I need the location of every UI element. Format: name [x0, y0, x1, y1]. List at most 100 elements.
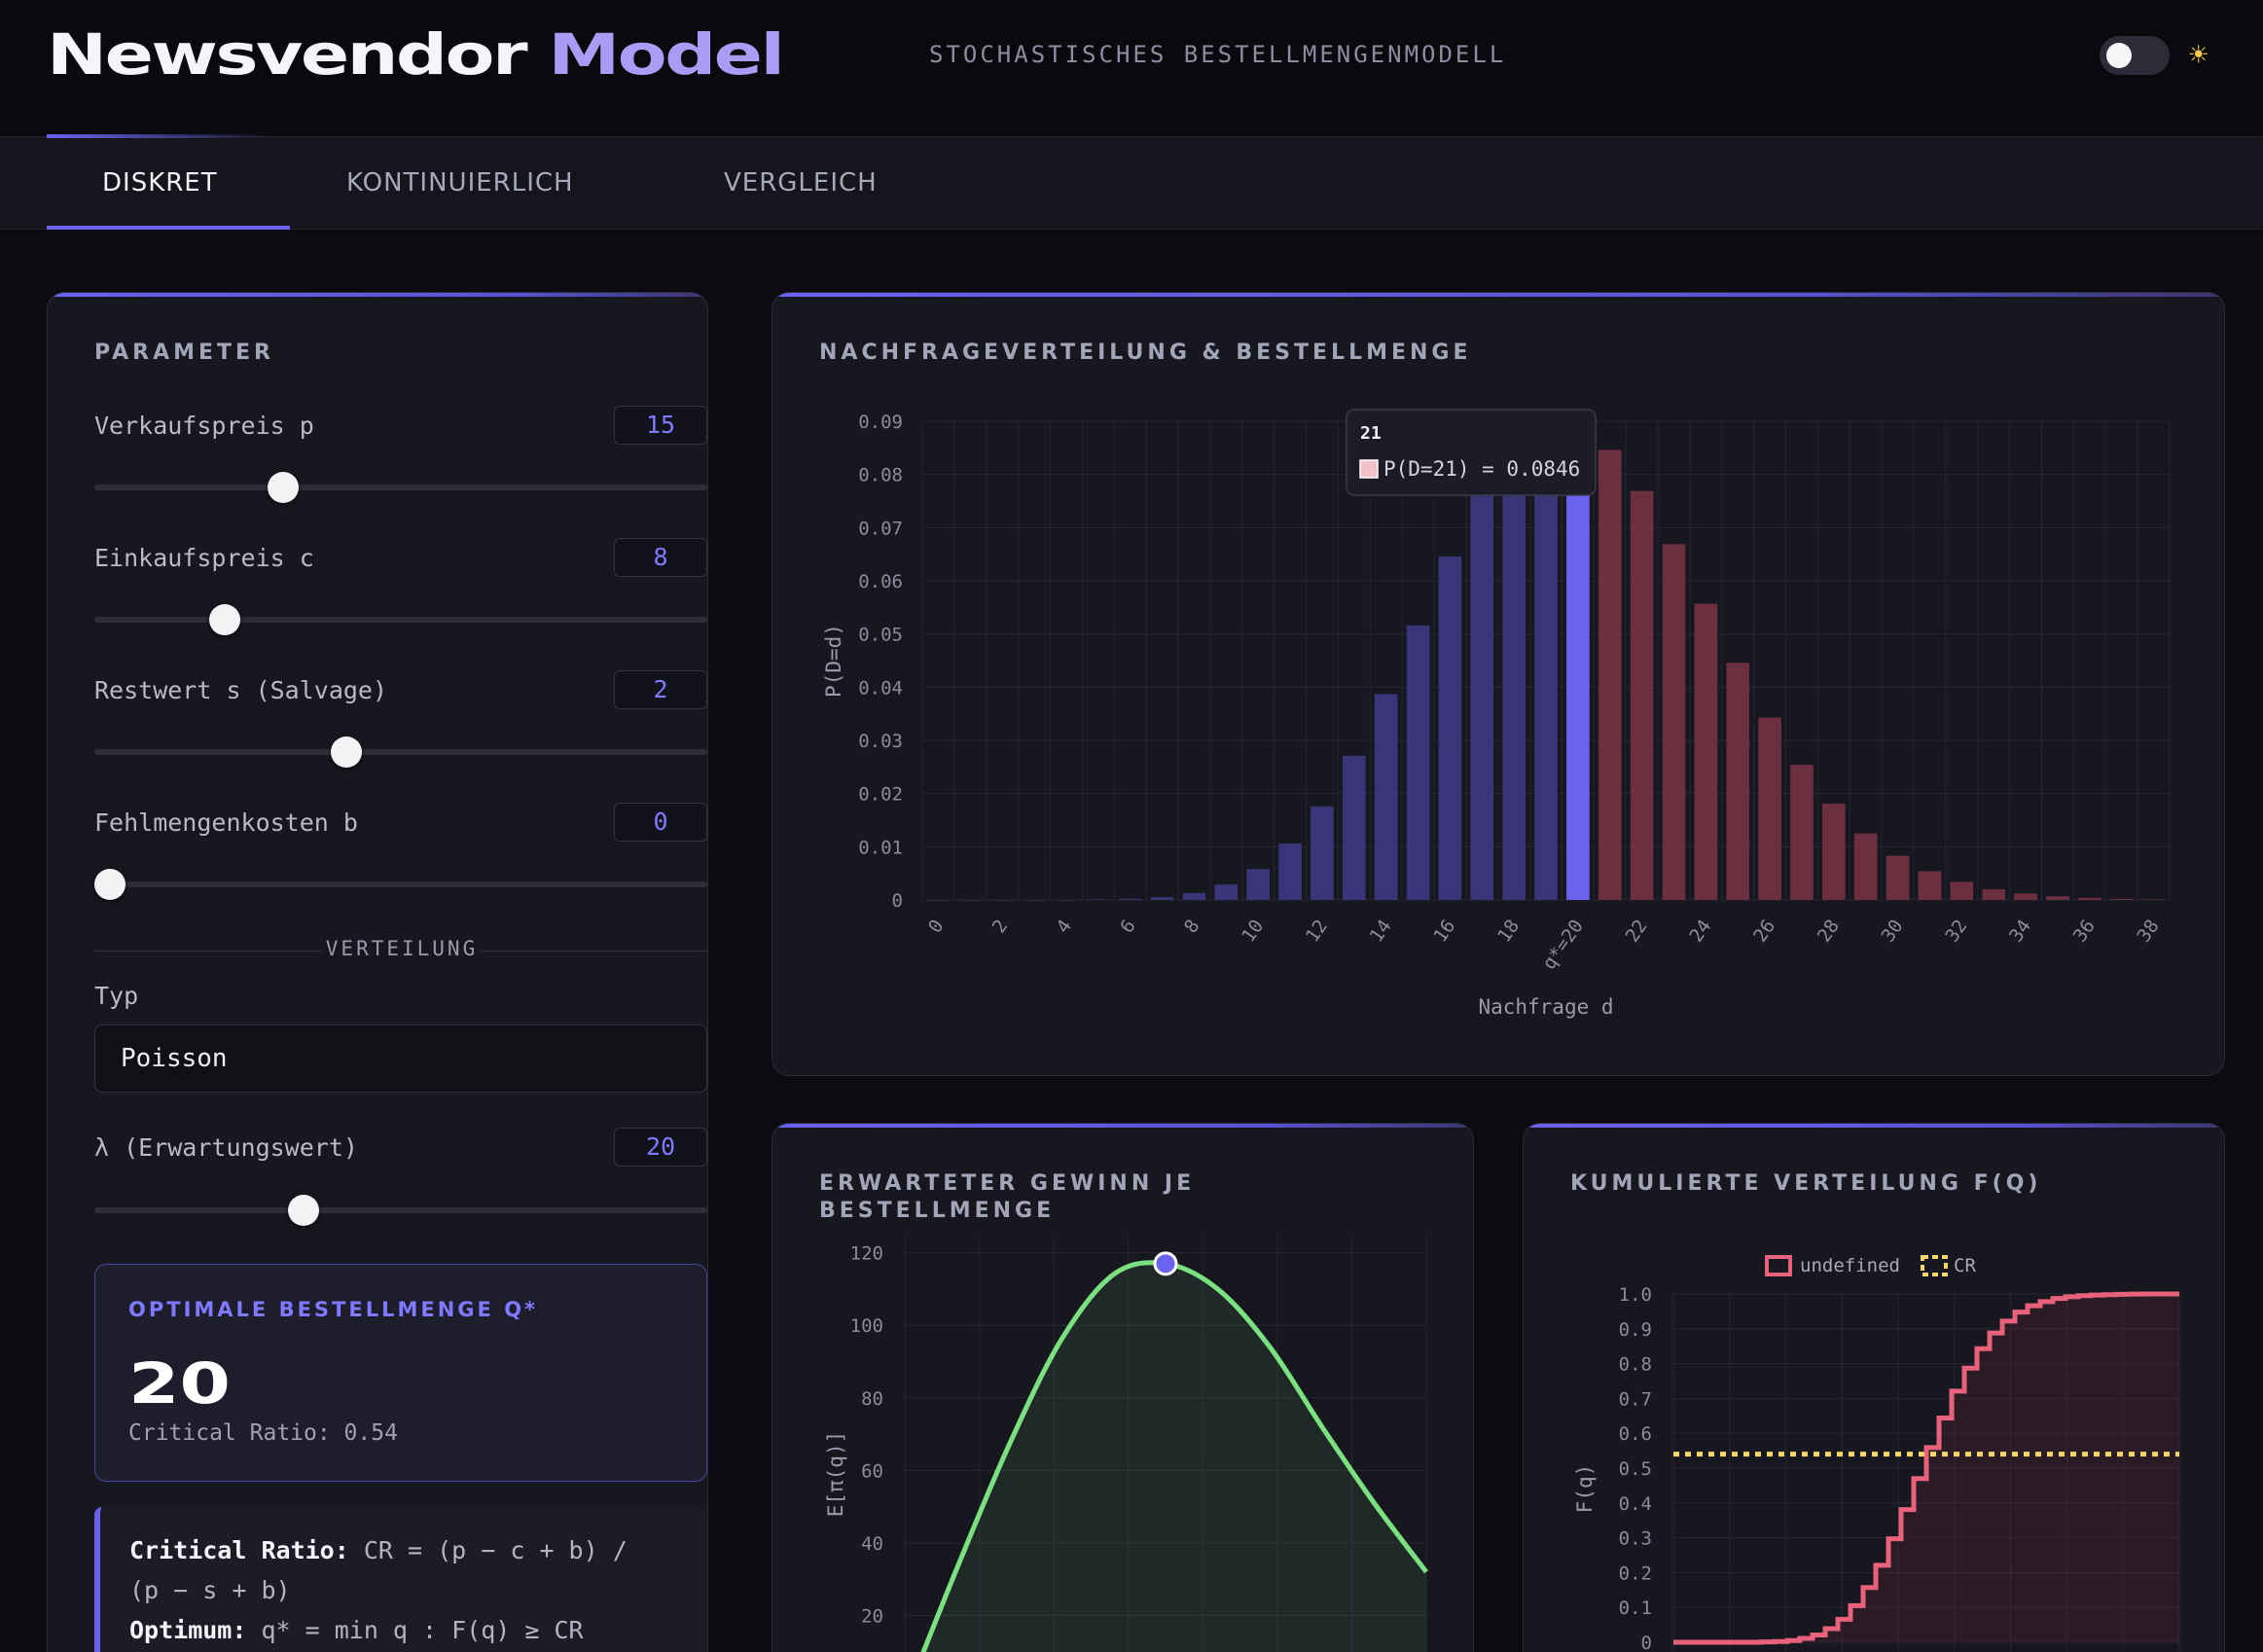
active-tab-indicator [47, 226, 290, 230]
sun-icon: ☀ [2189, 36, 2209, 73]
parameter-panel: PARAMETER Verkaufspreis p 15 Einkaufspre… [47, 292, 708, 1652]
y-tick-label: 0 [1641, 1633, 1652, 1652]
purchase-price-input[interactable]: 8 [614, 538, 707, 577]
bar-d-6 [1118, 898, 1142, 900]
legend-swatch-cr [1921, 1255, 1948, 1276]
expected-profit-card: ERWARTETER GEWINN JE BESTELLMENGE 20 40 60… [772, 1123, 1474, 1652]
param-label-sell-price: Verkaufspreis p [94, 412, 314, 440]
x-tick-label: 18 [1493, 916, 1524, 946]
app-title-part2: Model [548, 21, 785, 88]
bar-d-14 [1374, 694, 1398, 900]
divider-right [480, 951, 707, 952]
sell-price-slider-thumb[interactable] [267, 472, 299, 503]
x-tick-label: 34 [2005, 916, 2035, 946]
demand-chart-title: NACHFRAGEVERTEILUNG & BESTELLMENGE [819, 341, 1472, 365]
purchase-price-slider-thumb[interactable] [208, 604, 240, 635]
y-tick-label: 0.8 [1619, 1354, 1652, 1376]
theme-toggle[interactable] [2100, 36, 2170, 75]
bar-d-22 [1630, 490, 1654, 900]
theme-toggle-knob [2106, 43, 2132, 68]
y-tick-label: 1.0 [1619, 1284, 1652, 1306]
lambda-slider-thumb[interactable] [288, 1195, 320, 1226]
x-tick-label: 2 [988, 916, 1013, 937]
profit-chart-title: ERWARTETER GEWINN JE BESTELLMENGE [819, 1171, 1196, 1223]
x-tick-label: 30 [1878, 916, 1908, 946]
x-tick-label: 10 [1238, 916, 1268, 946]
tab-vergleich[interactable]: VERGLEICH [724, 168, 878, 198]
tab-bar: DISKRET KONTINUIERLICH VERGLEICH [0, 134, 2263, 230]
x-tick-label: 0 [924, 916, 949, 937]
y-tick-label: 0.6 [1619, 1423, 1652, 1445]
sell-price-input[interactable]: 15 [614, 406, 707, 445]
y-tick-label: 80 [861, 1388, 883, 1410]
y-tick-label: 0.05 [858, 625, 903, 646]
bar-d-10 [1246, 869, 1270, 900]
lambda-input[interactable]: 20 [614, 1128, 707, 1167]
purchase-price-slider-track[interactable] [94, 617, 707, 623]
optimal-quantity-value: 20 [128, 1350, 231, 1417]
bar-d-24 [1694, 603, 1718, 900]
bar-d-12 [1311, 806, 1334, 900]
param-label-salvage: Restwert s (Salvage) [94, 676, 388, 704]
x-tick-label: 38 [2134, 916, 2164, 946]
x-tick-label: 6 [1116, 916, 1140, 937]
salvage-slider-track[interactable] [94, 749, 707, 755]
bar-d-36 [2077, 897, 2101, 900]
bar-d-18 [1502, 450, 1526, 900]
bar-d-33 [1982, 889, 2006, 900]
bar-d-30 [1886, 855, 1910, 900]
y-tick-label: 0.4 [1619, 1493, 1652, 1515]
salvage-input[interactable]: 2 [614, 670, 707, 709]
bar-d-8 [1182, 892, 1206, 900]
optimal-quantity-box: OPTIMALE BESTELLMENGE Q* 20 Critical Rat… [94, 1264, 707, 1482]
tab-kontinuierlich[interactable]: KONTINUIERLICH [346, 168, 574, 198]
bar-d-3 [1023, 900, 1046, 901]
distribution-type-select[interactable]: Poisson [94, 1024, 707, 1093]
app-subtitle: STOCHASTISCHES BESTELLMENGENMODELL [929, 41, 1507, 68]
shortage-cost-slider-thumb[interactable] [94, 869, 126, 900]
legend-label-cr: CR [1954, 1255, 1976, 1276]
x-tick-label: 26 [1749, 916, 1779, 946]
cdf-chart-title: KUMULIERTE VERTEILUNG F(Q) [1570, 1171, 2042, 1196]
y-tick-label: 60 [861, 1460, 883, 1482]
tab-diskret[interactable]: DISKRET [102, 168, 218, 198]
cdf-step-line [1673, 1291, 2179, 1645]
y-tick-label: 0.03 [858, 731, 903, 752]
bar-d-1 [958, 900, 983, 901]
salvage-slider-thumb[interactable] [330, 736, 362, 768]
bar-d-15 [1406, 625, 1430, 900]
bar-d-25 [1726, 663, 1750, 900]
app-title: Newsvendor Model [47, 21, 785, 88]
x-tick-label: 12 [1302, 916, 1332, 946]
demand-distribution-chart: 00.010.020.030.040.050.060.070.080.090 2 4… [822, 409, 2171, 1019]
bar-d-4 [1055, 900, 1078, 901]
y-tick-label: 0.07 [858, 518, 903, 539]
y-tick-label: 0.02 [858, 784, 903, 806]
tooltip-box [1346, 409, 1597, 496]
demand-distribution-card: NACHFRAGEVERTEILUNG & BESTELLMENGE 0 0.01… [772, 292, 2225, 1076]
sell-price-slider-track[interactable] [94, 485, 707, 490]
tabbar-accent [47, 134, 270, 138]
app-header: Newsvendor Model STOCHASTISCHES BESTELLM… [0, 0, 2263, 136]
cdf-chart: 0 0.1 0.2 0.3 0.4 0.5 0.6 0.7 0.8 0.9 1.0 F(q) undef… [1573, 1255, 2180, 1652]
y-tick-label: 0.01 [858, 837, 903, 858]
distribution-heading: VERTEILUNG [325, 937, 479, 960]
shortage-cost-slider-track[interactable] [94, 881, 707, 887]
bar-d-21 [1598, 449, 1622, 900]
cdf-card: KUMULIERTE VERTEILUNG F(Q) 0 0.1 0.2 0.3 0.4… [1523, 1123, 2225, 1652]
lambda-slider-track[interactable] [94, 1207, 707, 1213]
y-tick-label: 120 [850, 1243, 883, 1265]
legend-swatch-cdf [1765, 1255, 1792, 1276]
bar-d-34 [2014, 893, 2037, 900]
y-tick-label: 0.09 [858, 412, 903, 433]
formula-line-1: Critical Ratio: CR = (p − c + b) / [129, 1530, 688, 1570]
y-tick-label: 0 [892, 890, 903, 912]
x-tick-label: 36 [2069, 916, 2100, 946]
x-tick-label: 28 [1814, 916, 1844, 946]
shortage-cost-input[interactable]: 0 [614, 803, 707, 842]
optimum-label: Optimum: [129, 1616, 247, 1644]
bar-d-37 [2109, 898, 2134, 900]
x-tick-label: 14 [1366, 916, 1396, 946]
bar-d-23 [1662, 544, 1686, 900]
param-label-purchase-price: Einkaufspreis c [94, 544, 314, 572]
